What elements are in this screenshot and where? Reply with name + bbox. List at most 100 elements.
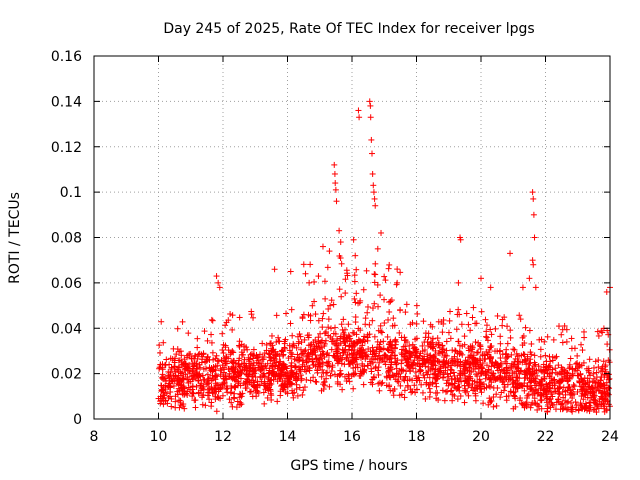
data-point (570, 381, 577, 388)
data-point (521, 340, 528, 347)
data-point (369, 317, 376, 324)
data-point (604, 393, 611, 400)
data-point (160, 339, 167, 346)
data-point (411, 357, 418, 364)
data-point (453, 326, 460, 333)
y-tick-labels: 0 0.02 0.04 0.06 0.08 0.1 0.12 0.14 0.16 (51, 49, 82, 428)
data-point (163, 356, 170, 363)
data-point (526, 327, 533, 334)
data-point (469, 314, 476, 321)
data-point (219, 330, 226, 337)
data-point (364, 303, 371, 310)
data-point (288, 359, 295, 366)
data-point (455, 306, 462, 313)
data-point (527, 404, 534, 411)
data-point (532, 284, 539, 291)
data-point (343, 267, 350, 274)
data-point (381, 273, 388, 280)
data-point (196, 350, 203, 357)
data-point (192, 352, 199, 359)
data-point (374, 367, 381, 374)
data-point (289, 390, 296, 397)
data-point (606, 385, 613, 392)
data-point (435, 339, 442, 346)
data-point (480, 400, 487, 407)
data-point (401, 394, 408, 401)
data-point (259, 340, 266, 347)
data-point (362, 321, 369, 328)
data-point (306, 279, 313, 286)
data-point (204, 337, 211, 344)
data-point (388, 297, 395, 304)
data-point (168, 395, 175, 402)
data-point (465, 392, 472, 399)
data-point (200, 350, 207, 357)
data-point (369, 305, 376, 312)
data-point (467, 327, 474, 334)
data-point (263, 341, 270, 348)
data-point (427, 389, 434, 396)
data-point (324, 264, 331, 271)
data-point (472, 320, 479, 327)
data-point (459, 351, 466, 358)
data-point (390, 392, 397, 399)
data-point (413, 320, 420, 327)
data-point (238, 349, 245, 356)
x-tick-label: 8 (90, 429, 99, 445)
data-point (351, 278, 358, 285)
data-point (507, 334, 514, 341)
scatter-points (155, 98, 613, 416)
data-point (604, 341, 611, 348)
data-point (488, 331, 495, 338)
data-point (504, 340, 511, 347)
data-point (455, 338, 462, 345)
data-point (261, 354, 268, 361)
data-point (352, 252, 359, 259)
data-point (404, 382, 411, 389)
data-point (290, 340, 297, 347)
data-point (418, 381, 425, 388)
data-point (338, 370, 345, 377)
data-point (531, 352, 538, 359)
data-point (338, 293, 345, 300)
data-point (507, 250, 514, 257)
data-point (208, 331, 215, 338)
data-point (322, 370, 329, 377)
data-point (298, 377, 305, 384)
data-point (531, 234, 538, 241)
data-point (507, 327, 514, 334)
data-point (360, 381, 367, 388)
data-point (375, 303, 382, 310)
data-point (482, 316, 489, 323)
data-point (371, 279, 378, 286)
data-point (192, 404, 199, 411)
data-point (240, 351, 247, 358)
data-point (435, 358, 442, 365)
data-point (225, 365, 232, 372)
data-point (268, 392, 275, 399)
data-point (244, 346, 251, 353)
data-point (287, 320, 294, 327)
data-point (565, 398, 572, 405)
data-point (434, 389, 441, 396)
data-point (249, 393, 256, 400)
y-axis-label: ROTI / TECUs (7, 192, 23, 284)
data-point (483, 328, 490, 335)
data-point (553, 353, 560, 360)
grid-lines (94, 56, 610, 419)
data-point (380, 338, 387, 345)
data-point (594, 328, 601, 335)
data-point (172, 398, 179, 405)
data-point (364, 309, 371, 316)
data-point (366, 321, 373, 328)
data-point (301, 384, 308, 391)
data-point (347, 335, 354, 342)
data-point (330, 301, 337, 308)
data-point (414, 310, 421, 317)
data-point (590, 364, 597, 371)
data-point (322, 295, 329, 302)
data-point (378, 229, 385, 236)
data-point (493, 391, 500, 398)
data-point (213, 352, 220, 359)
data-point (497, 340, 504, 347)
